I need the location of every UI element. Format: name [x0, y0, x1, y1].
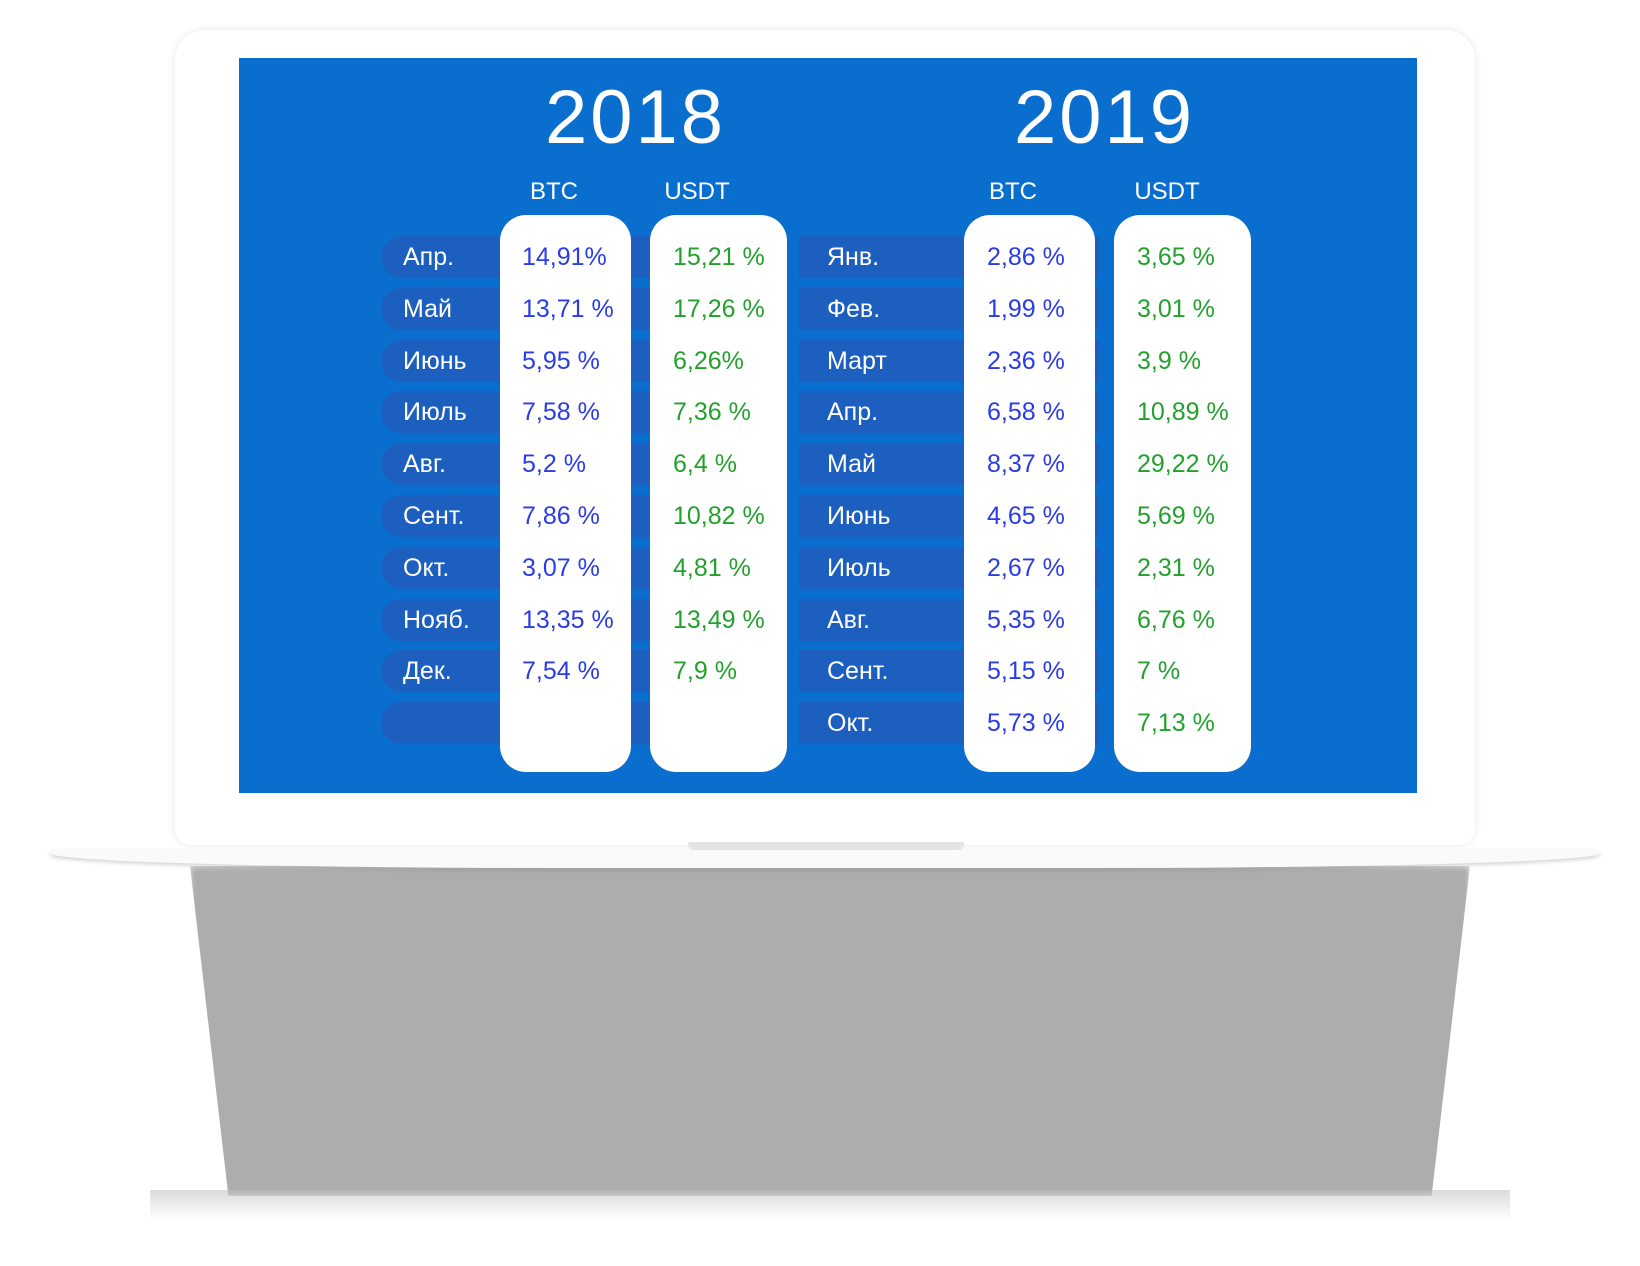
btc-value: 5,35 % [987, 606, 1065, 634]
btc-value: 14,91% [522, 243, 607, 271]
usdt-value: 6,76 % [1137, 606, 1215, 634]
month-label: Март [827, 347, 887, 375]
month-label: Янв. [827, 243, 880, 271]
usdt-column-2018 [650, 215, 787, 772]
usdt-value: 17,26 % [673, 295, 765, 323]
usdt-header-2018: USDT [664, 178, 730, 205]
usdt-value: 7,13 % [1137, 709, 1215, 737]
month-label: Авг. [827, 606, 870, 634]
btc-value: 5,73 % [987, 709, 1065, 737]
btc-value: 3,07 % [522, 554, 600, 582]
month-label: Окт. [403, 554, 450, 582]
month-label: Июнь [827, 502, 891, 530]
usdt-value: 3,65 % [1137, 243, 1215, 271]
usdt-value: 29,22 % [1137, 450, 1229, 478]
btc-value: 2,36 % [987, 347, 1065, 375]
month-label: Апр. [827, 398, 879, 426]
laptop-screen: 2018 BTC USDT 2019 BTC USDT Апр. 14,91% 15… [239, 58, 1417, 793]
month-label: Авг. [403, 450, 446, 478]
month-label: Май [827, 450, 876, 478]
btc-value: 5,95 % [522, 347, 600, 375]
usdt-value: 6,4 % [673, 450, 737, 478]
year-2018-title: 2018 [545, 75, 727, 160]
laptop-shadow-fade [150, 1190, 1510, 1220]
usdt-value: 15,21 % [673, 243, 765, 271]
usdt-value: 7,9 % [673, 657, 737, 685]
btc-value: 5,15 % [987, 657, 1065, 685]
btc-value: 7,54 % [522, 657, 600, 685]
laptop-notch [688, 842, 964, 850]
btc-value: 6,58 % [987, 398, 1065, 426]
year-2019-title: 2019 [1014, 75, 1196, 160]
btc-header-2018: BTC [530, 178, 578, 205]
btc-header-2019: BTC [989, 178, 1037, 205]
laptop-base [50, 850, 1600, 868]
month-label: Сент. [827, 657, 889, 685]
btc-column-2019 [964, 215, 1095, 772]
laptop-shadow [190, 866, 1470, 1196]
month-label: Июль [403, 398, 467, 426]
month-label: Апр. [403, 243, 455, 271]
btc-value: 8,37 % [987, 450, 1065, 478]
btc-value: 7,58 % [522, 398, 600, 426]
btc-value: 2,86 % [987, 243, 1065, 271]
btc-column-2018 [500, 215, 631, 772]
btc-value: 1,99 % [987, 295, 1065, 323]
usdt-value: 4,81 % [673, 554, 751, 582]
month-label: Май [403, 295, 452, 323]
month-label: Нояб. [403, 606, 470, 634]
btc-value: 7,86 % [522, 502, 600, 530]
month-label: Фев. [827, 295, 881, 323]
month-label: Сент. [403, 502, 465, 530]
usdt-value: 5,69 % [1137, 502, 1215, 530]
usdt-value: 2,31 % [1137, 554, 1215, 582]
month-label: Дек. [403, 657, 452, 685]
month-label: Июнь [403, 347, 467, 375]
usdt-value: 6,26% [673, 347, 744, 375]
btc-value: 13,71 % [522, 295, 614, 323]
usdt-column-2019 [1114, 215, 1251, 772]
btc-value: 5,2 % [522, 450, 586, 478]
usdt-value: 3,01 % [1137, 295, 1215, 323]
month-label: Июль [827, 554, 891, 582]
usdt-value: 7 % [1137, 657, 1181, 685]
btc-value: 13,35 % [522, 606, 614, 634]
usdt-header-2019: USDT [1134, 178, 1200, 205]
btc-value: 4,65 % [987, 502, 1065, 530]
usdt-value: 10,89 % [1137, 398, 1229, 426]
usdt-value: 13,49 % [673, 606, 765, 634]
usdt-value: 7,36 % [673, 398, 751, 426]
usdt-value: 10,82 % [673, 502, 765, 530]
usdt-value: 3,9 % [1137, 347, 1201, 375]
month-label: Окт. [827, 709, 874, 737]
btc-value: 2,67 % [987, 554, 1065, 582]
